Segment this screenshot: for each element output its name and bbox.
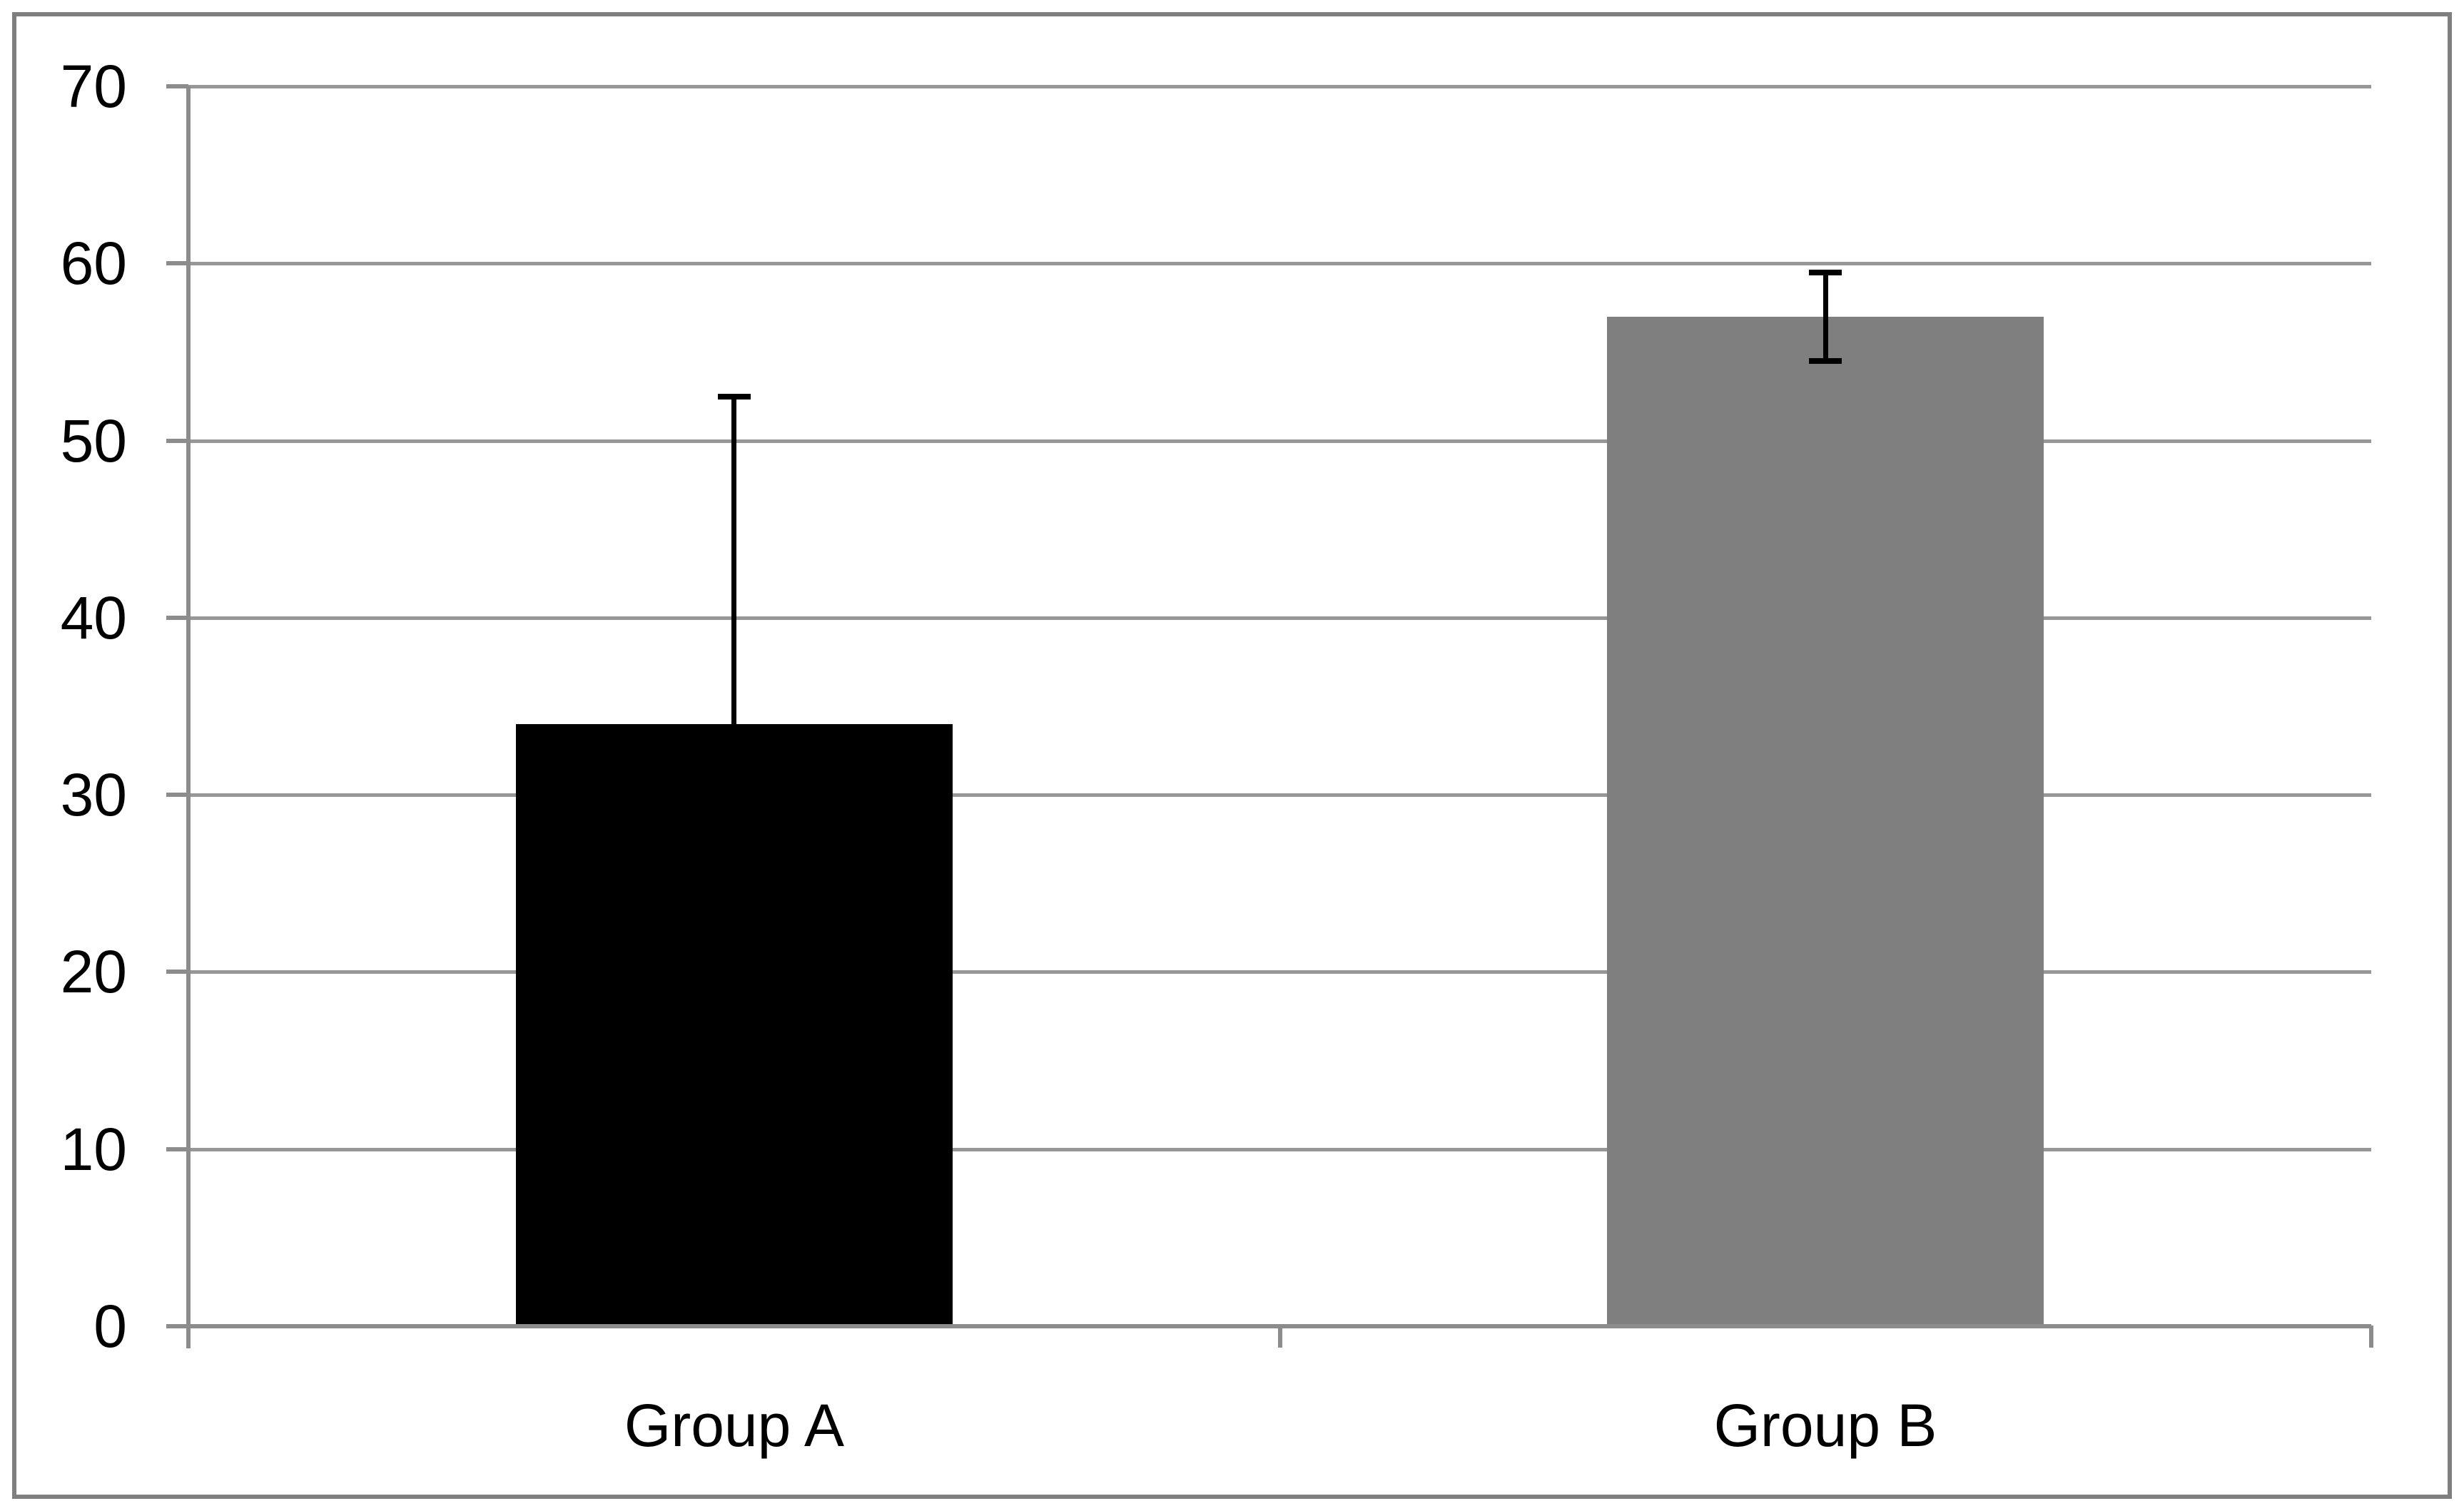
y-tick-label-0: 0 <box>93 1293 127 1360</box>
bar-group-b <box>1607 317 2044 1324</box>
x-axis-line <box>188 1324 2371 1328</box>
x-label-group-b: Group B <box>1713 1392 1937 1459</box>
y-tick-mark-70 <box>166 84 188 88</box>
x-boundary-tick-2 <box>2369 1326 2373 1348</box>
error-bar-top-cap-2 <box>1809 270 1842 275</box>
x-boundary-tick-1 <box>1278 1326 1282 1348</box>
y-tick-label-70: 70 <box>60 53 127 120</box>
bar-group-a <box>516 724 953 1324</box>
y-tick-label-10: 10 <box>60 1116 127 1183</box>
x-label-group-a: Group A <box>624 1392 845 1459</box>
y-tick-label-50: 50 <box>60 407 127 474</box>
y-tick-mark-40 <box>166 616 188 620</box>
y-tick-mark-0 <box>166 1324 188 1328</box>
y-tick-mark-50 <box>166 439 188 443</box>
y-tick-label-40: 40 <box>60 584 127 651</box>
gridline-y-60 <box>188 262 2371 265</box>
error-bar-top-cap-1 <box>718 394 751 400</box>
gridline-y-40 <box>188 616 2371 620</box>
error-bar-whisker-2 <box>1823 273 1828 361</box>
y-tick-mark-30 <box>166 793 188 797</box>
y-tick-mark-20 <box>166 970 188 974</box>
y-axis-line <box>186 86 191 1348</box>
gridline-y-50 <box>188 439 2371 443</box>
y-tick-label-20: 20 <box>60 938 127 1005</box>
error-bar-bottom-cap-2 <box>1809 358 1842 364</box>
y-tick-label-60: 60 <box>60 230 127 297</box>
gridline-y-20 <box>188 970 2371 974</box>
gridline-y-10 <box>188 1148 2371 1151</box>
gridline-y-30 <box>188 793 2371 797</box>
y-tick-mark-60 <box>166 261 188 265</box>
figure-border <box>12 12 2452 1499</box>
gridline-y-70 <box>188 85 2371 88</box>
y-tick-mark-10 <box>166 1147 188 1151</box>
y-tick-label-30: 30 <box>60 761 127 828</box>
error-bar-whisker-1 <box>731 397 736 724</box>
